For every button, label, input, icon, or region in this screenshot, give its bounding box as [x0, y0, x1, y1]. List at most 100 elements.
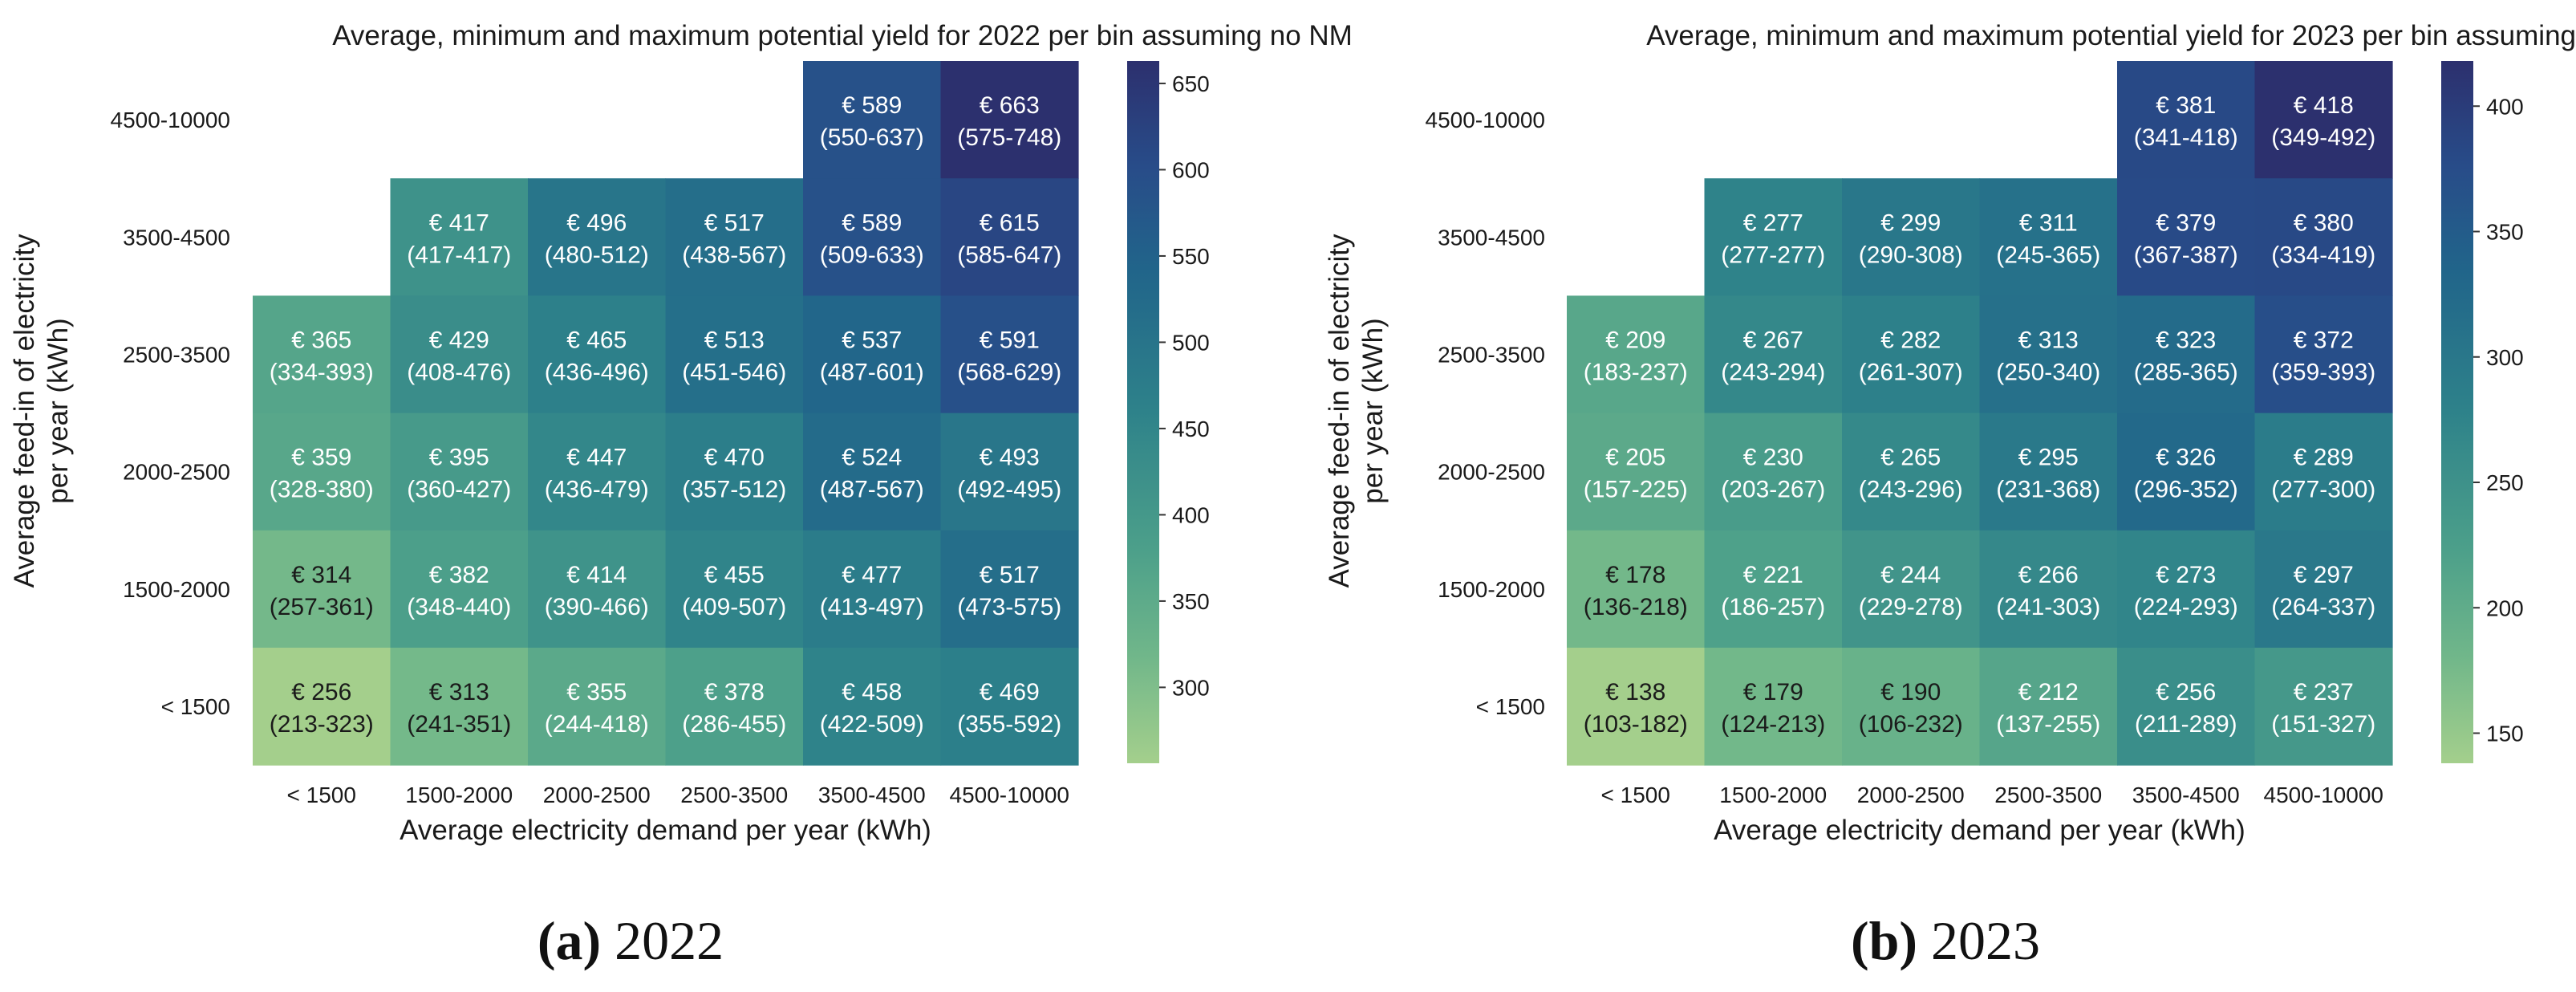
- heatmap-cell: [1704, 295, 1843, 414]
- cell-average-label: € 589: [842, 209, 902, 236]
- cell-average-label: € 470: [704, 445, 765, 471]
- cell-range-label: (241-351): [407, 711, 511, 738]
- heatmap-cell: [940, 61, 1079, 179]
- cell-range-label: (211-289): [2135, 711, 2237, 738]
- cell-range-label: (480-512): [545, 242, 649, 268]
- colorbar-tick-label: 350: [2486, 220, 2524, 245]
- cell-average-label: € 417: [429, 209, 489, 236]
- heatmap-cell: [2117, 530, 2256, 648]
- heatmap-cell: [803, 178, 942, 296]
- heatmap-cell: [940, 648, 1079, 766]
- heatmap-cell: [803, 530, 942, 648]
- heatmap-cell: [940, 530, 1079, 648]
- y-tick-label: 3500-4500: [123, 225, 230, 250]
- cell-average-label: € 179: [1743, 679, 1803, 705]
- cell-range-label: (183-237): [1584, 360, 1688, 386]
- cell-average-label: € 591: [980, 327, 1040, 354]
- heatmap-cell: [1704, 178, 1843, 296]
- heatmap-cell: [253, 530, 391, 648]
- heatmap-cell: [1979, 413, 2118, 531]
- cell-average-label: € 359: [291, 445, 351, 471]
- cell-average-label: € 469: [980, 679, 1040, 705]
- cell-average-label: € 355: [566, 679, 627, 705]
- cell-average-label: € 589: [842, 92, 902, 119]
- cell-average-label: € 326: [2156, 445, 2216, 471]
- cell-range-label: (436-496): [545, 360, 649, 386]
- cell-range-label: (409-507): [682, 594, 786, 620]
- cell-average-label: € 477: [842, 562, 902, 588]
- cell-average-label: € 513: [704, 327, 765, 354]
- y-tick-label: < 1500: [161, 694, 230, 719]
- cell-range-label: (137-255): [1996, 711, 2100, 738]
- cell-range-label: (355-592): [957, 711, 1061, 738]
- heatmap-cell: [2117, 178, 2256, 296]
- heatmap-cell: [803, 648, 942, 766]
- chart-title: Average, minimum and maximum potential y…: [1646, 20, 2576, 51]
- cell-range-label: (575-748): [957, 124, 1061, 151]
- y-tick-label: 4500-10000: [1426, 108, 1545, 132]
- subfigure-caption: (a) 2022: [538, 910, 724, 971]
- cell-range-label: (290-308): [1859, 242, 1963, 268]
- cell-range-label: (568-629): [957, 360, 1061, 386]
- colorbar-tick-label: 600: [1172, 157, 1210, 182]
- cell-range-label: (438-567): [682, 242, 786, 268]
- cell-range-label: (357-512): [682, 477, 786, 503]
- cell-average-label: € 295: [2018, 445, 2079, 471]
- colorbar-tick-label: 400: [2486, 94, 2524, 119]
- cell-range-label: (157-225): [1584, 477, 1688, 503]
- cell-average-label: € 465: [566, 327, 627, 354]
- x-tick-label: < 1500: [287, 783, 356, 807]
- cell-average-label: € 418: [2294, 92, 2354, 119]
- cell-average-label: € 266: [2018, 562, 2079, 588]
- cell-average-label: € 378: [704, 679, 765, 705]
- x-tick-label: 2500-3500: [680, 783, 788, 807]
- cell-average-label: € 496: [566, 209, 627, 236]
- heatmap-cell: [803, 413, 942, 531]
- cell-average-label: € 372: [2294, 327, 2354, 354]
- x-tick-label: 2500-3500: [1994, 783, 2102, 807]
- cell-average-label: € 256: [291, 679, 351, 705]
- caption-year: 2023: [1917, 910, 2040, 971]
- cell-average-label: € 273: [2156, 562, 2216, 588]
- x-tick-label: 2000-2500: [543, 783, 651, 807]
- heatmap-cell: [1842, 178, 1981, 296]
- heatmap-cell: [2254, 178, 2393, 296]
- x-tick-label: 1500-2000: [405, 783, 513, 807]
- cell-range-label: (348-440): [407, 594, 511, 620]
- caption-letter: (a): [538, 910, 601, 971]
- x-tick-label: 3500-4500: [818, 783, 926, 807]
- cell-average-label: € 381: [2156, 92, 2216, 119]
- x-tick-label: 3500-4500: [2132, 783, 2240, 807]
- y-tick-label: 4500-10000: [111, 108, 230, 132]
- cell-range-label: (360-427): [407, 477, 511, 503]
- cell-average-label: € 282: [1880, 327, 1941, 354]
- y-axis-label-line: per year (kWh): [1357, 318, 1389, 503]
- colorbar-tick-label: 250: [2486, 470, 2524, 495]
- cell-average-label: € 313: [429, 679, 489, 705]
- heatmap-cell: [1979, 648, 2118, 766]
- colorbar-tick-label: 300: [2486, 345, 2524, 370]
- cell-range-label: (413-497): [820, 594, 924, 620]
- cell-average-label: € 190: [1880, 679, 1941, 705]
- cell-range-label: (328-380): [270, 477, 374, 503]
- y-tick-label: 1500-2000: [1438, 577, 1545, 602]
- colorbar: [1127, 61, 1159, 763]
- cell-range-label: (277-277): [1721, 242, 1825, 268]
- heatmap-cell: [390, 295, 529, 414]
- cell-range-label: (245-365): [1996, 242, 2100, 268]
- heatmap-cell: [1979, 178, 2118, 296]
- heatmap-cell: [528, 530, 667, 648]
- cell-range-label: (296-352): [2134, 477, 2238, 503]
- cell-range-label: (585-647): [957, 242, 1061, 268]
- cell-range-label: (422-509): [820, 711, 924, 738]
- colorbar-tick-label: 350: [1172, 589, 1210, 614]
- x-tick-label: 4500-10000: [950, 783, 1069, 807]
- cell-range-label: (390-466): [545, 594, 649, 620]
- cell-range-label: (334-419): [2271, 242, 2375, 268]
- cell-average-label: € 313: [2018, 327, 2079, 354]
- cell-range-label: (103-182): [1584, 711, 1688, 738]
- heatmap-cell: [528, 413, 667, 531]
- heatmap-cell: [665, 178, 804, 296]
- caption-letter: (b): [1851, 910, 1917, 971]
